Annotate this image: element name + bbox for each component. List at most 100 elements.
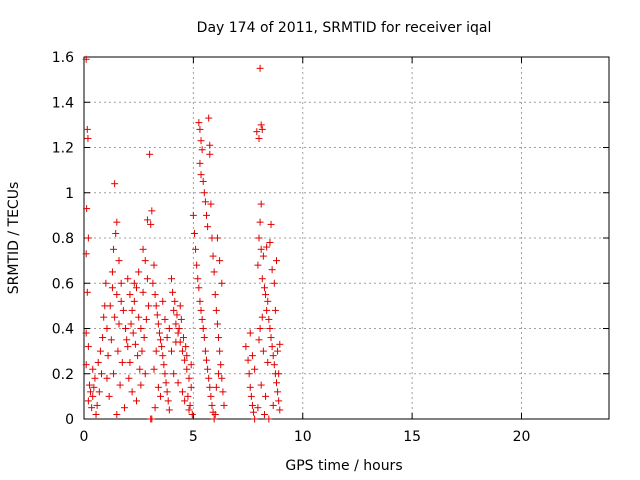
data-point <box>245 370 253 378</box>
data-point <box>110 245 118 253</box>
data-point <box>276 340 284 348</box>
data-point <box>108 284 116 292</box>
data-point <box>129 329 137 337</box>
data-point <box>256 325 264 332</box>
data-point <box>127 320 135 328</box>
data-point <box>153 311 161 319</box>
data-point <box>120 404 128 412</box>
data-point <box>150 261 158 269</box>
data-point <box>266 239 274 247</box>
data-point <box>242 343 250 351</box>
y-tick-label: 0 <box>65 412 74 428</box>
data-point <box>178 347 186 355</box>
data-point <box>154 383 162 391</box>
data-point <box>119 306 127 314</box>
data-point <box>257 381 265 389</box>
data-point <box>265 315 273 323</box>
data-point <box>260 284 268 292</box>
data-point <box>89 392 97 400</box>
data-point <box>199 177 207 185</box>
data-point <box>137 381 145 389</box>
data-point <box>161 315 169 323</box>
data-point <box>246 329 254 337</box>
data-point <box>138 347 146 355</box>
data-point <box>84 397 92 405</box>
data-point <box>247 392 255 400</box>
data-point <box>192 245 200 253</box>
data-point <box>264 358 272 366</box>
data-point <box>99 334 107 342</box>
data-point <box>201 347 209 355</box>
data-point <box>197 137 205 145</box>
data-point <box>126 358 134 366</box>
data-point <box>263 243 271 251</box>
data-point <box>206 150 214 158</box>
data-point <box>276 406 284 414</box>
data-point <box>267 220 275 228</box>
data-point <box>107 336 115 344</box>
data-point <box>193 261 201 269</box>
data-point <box>259 252 267 260</box>
data-point <box>84 234 92 242</box>
data-point <box>168 347 175 355</box>
data-point <box>269 352 277 360</box>
data-point <box>180 334 188 342</box>
data-point <box>155 329 163 337</box>
data-point <box>206 141 214 149</box>
y-tick-label: 0.2 <box>52 367 74 383</box>
data-point <box>186 401 194 409</box>
data-point <box>87 388 95 396</box>
data-point <box>256 218 264 226</box>
data-point <box>130 297 138 305</box>
data-point <box>197 306 205 314</box>
data-point <box>196 159 204 167</box>
data-point <box>114 347 122 355</box>
data-point <box>183 365 191 373</box>
x-axis-label: GPS time / hours <box>285 458 402 474</box>
data-point <box>220 401 228 409</box>
data-point <box>250 408 258 416</box>
data-point <box>273 257 280 265</box>
data-point <box>105 392 113 400</box>
data-point <box>275 397 283 405</box>
grid-layer <box>84 57 609 419</box>
data-point <box>216 347 224 355</box>
data-point <box>200 189 208 197</box>
data-point <box>159 297 167 305</box>
data-point <box>137 325 145 332</box>
data-point <box>131 340 139 348</box>
data-point <box>248 352 256 360</box>
data-point <box>189 211 197 219</box>
data-point <box>150 365 158 373</box>
data-point <box>145 302 153 310</box>
data-point <box>260 410 268 418</box>
data-point <box>82 55 90 63</box>
data-point <box>185 374 193 382</box>
data-point <box>152 302 160 310</box>
y-tick-label: 0.4 <box>52 322 74 338</box>
data-point <box>172 320 180 328</box>
data-point <box>110 370 118 378</box>
data-point <box>154 320 162 328</box>
x-tick-label: 15 <box>403 429 421 445</box>
data-point <box>82 361 90 369</box>
data-point <box>210 415 218 423</box>
data-point <box>83 205 91 213</box>
data-point <box>174 379 182 387</box>
data-point <box>83 125 91 133</box>
data-point <box>270 361 278 369</box>
data-point <box>159 352 167 360</box>
data-point <box>256 64 264 72</box>
data-point <box>163 388 171 396</box>
data-point <box>115 320 123 328</box>
data-point <box>177 315 185 323</box>
data-point <box>161 370 169 378</box>
data-point <box>206 383 214 391</box>
data-point <box>184 392 192 400</box>
data-point <box>217 361 225 369</box>
data-point <box>203 356 210 364</box>
data-point <box>108 268 116 276</box>
data-point <box>126 291 134 299</box>
data-point <box>82 250 90 258</box>
data-point <box>257 200 265 208</box>
